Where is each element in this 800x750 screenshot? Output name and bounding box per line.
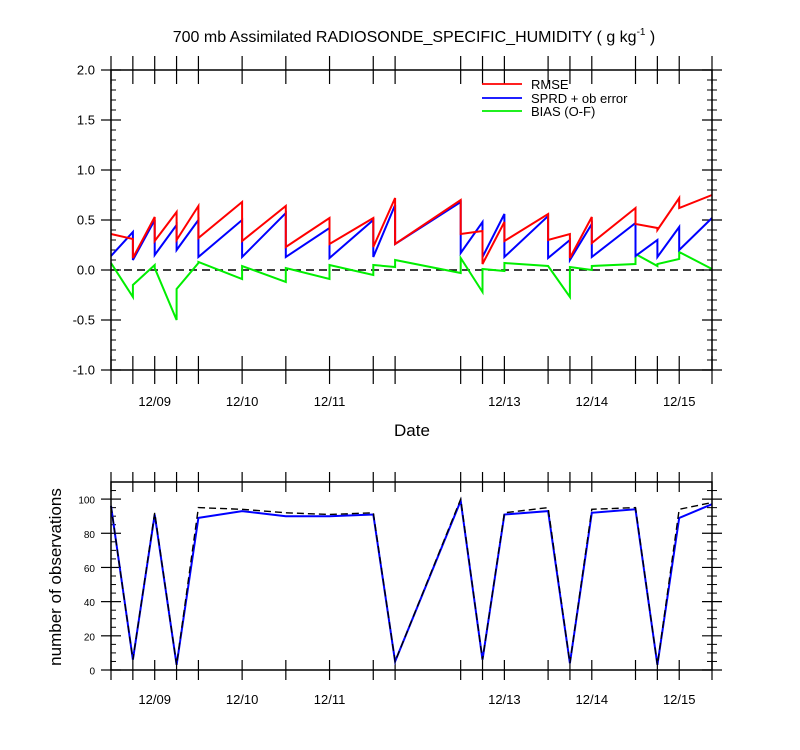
x-tick-label: 12/14 [576,394,609,409]
bottom-series [110,496,713,666]
top-ticks [101,56,722,384]
x-tick-label: 12/13 [488,394,521,409]
series-line-observations-possible [110,496,713,665]
x-tick-label: 12/14 [576,692,609,707]
x-axis-title: Date [394,421,430,440]
x-tick-label: 12/11 [314,692,346,707]
y-tick-label: 1.0 [77,163,95,178]
top-x-tick-labels: 12/09 12/10 12/11 12/13 12/14 12/15 [138,394,695,409]
y-tick-label: 80 [84,530,96,541]
top-chart: 2.01.51.00.50.0-0.5-1.0 12/09 12/10 12/11 1… [73,56,722,440]
y-tick-label: 20 [84,632,96,643]
series-line-rmse [110,194,713,265]
top-plot-frame [110,69,713,371]
series-line-bias-o-f [110,250,713,321]
bottom-y-axis-title: number of observations [46,488,65,666]
y-tick-label: 100 [78,496,95,507]
x-tick-label: 12/15 [663,394,696,409]
y-tick-label: -0.5 [73,313,95,328]
y-tick-label: 0.0 [77,263,95,278]
y-tick-label: 60 [84,564,96,575]
y-tick-label: 0.5 [77,213,95,228]
top-y-tick-labels: 2.0 1.5 1.0 0.5 0.0 -0.5 -1.0 [73,63,95,378]
x-tick-label: 12/10 [226,692,259,707]
chart-title: 700 mb Assimilated RADIOSONDE_SPECIFIC_H… [173,27,656,46]
x-tick-label: 12/09 [138,394,171,409]
x-tick-label: 12/13 [488,692,521,707]
y-tick-label: 2.0 [77,63,95,78]
y-tick-label: 40 [84,598,96,609]
x-tick-label: 12/10 [226,394,259,409]
bottom-y-tick-labels: 100 80 60 40 20 0 [78,496,95,678]
series-line-observations-used [110,496,713,666]
y-tick-label: 1.5 [77,113,95,128]
x-tick-label: 12/11 [314,394,346,409]
legend-label-rmse: RMSE [531,77,569,92]
bottom-ticks [101,472,722,680]
y-tick-label: 0 [89,667,95,678]
legend-label-bias: BIAS (O-F) [531,104,595,119]
legend: RMSE SPRD + ob error BIAS (O-F) [482,77,628,119]
legend-label-sprd: SPRD + ob error [531,91,628,106]
bottom-x-tick-labels: 12/09 12/10 12/11 12/13 12/14 12/15 [138,692,695,707]
top-series [110,194,713,321]
x-tick-label: 12/15 [663,692,696,707]
bottom-plot-frame [110,481,713,671]
y-tick-label: -1.0 [73,363,95,378]
series-line-sprd-ob-error [110,200,713,264]
x-tick-label: 12/09 [138,692,171,707]
